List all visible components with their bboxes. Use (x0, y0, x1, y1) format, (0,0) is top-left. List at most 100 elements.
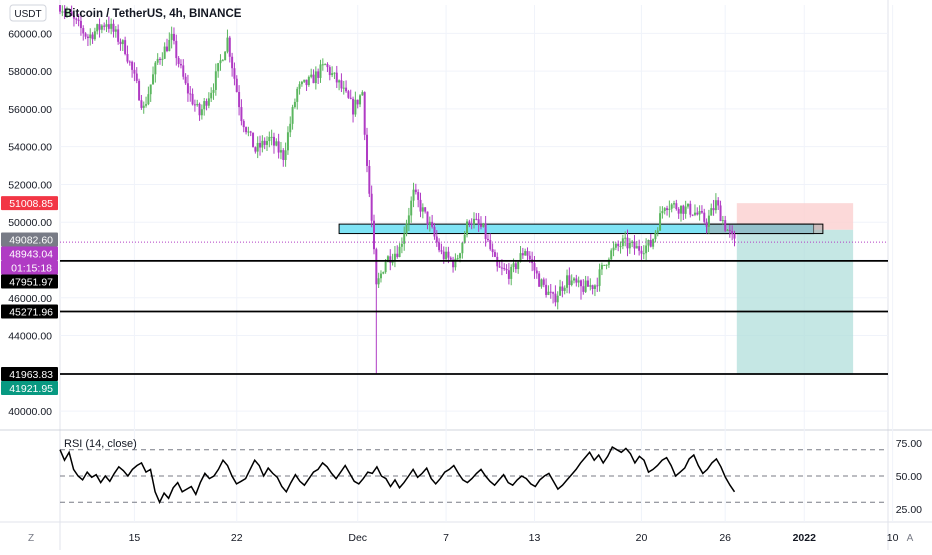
price-tick-label: 54000.00 (8, 142, 52, 154)
candle-body (686, 203, 689, 207)
candle-body (603, 264, 606, 266)
candle-body (361, 92, 364, 96)
price-tag-label: 41921.95 (9, 383, 53, 395)
candle-body (600, 264, 603, 270)
candle-body (498, 266, 501, 268)
candle-body (163, 46, 166, 59)
price-tag (1, 304, 58, 319)
candle-body (359, 95, 362, 105)
price-tick-label: 58000.00 (8, 66, 52, 78)
auto-scale-button[interactable]: A (907, 533, 914, 544)
candle-body (107, 24, 110, 29)
candle-body (233, 68, 236, 79)
candle-body (680, 205, 682, 214)
candle-body (549, 291, 552, 293)
candle-body (284, 150, 287, 160)
candle-body (368, 165, 371, 194)
time-tick-label: 10 (887, 532, 899, 544)
candle-body (517, 261, 520, 270)
candle-body (428, 221, 431, 225)
candle-body (470, 223, 473, 225)
candle-body (293, 101, 296, 108)
currency-badge[interactable]: USDT (9, 4, 47, 22)
candle-body (419, 199, 422, 212)
candle-body (114, 29, 117, 32)
candle-body (710, 208, 713, 216)
candle-body (693, 212, 696, 215)
zoom-icon: Z (28, 533, 34, 544)
candle-body (138, 80, 141, 101)
candle-body (340, 80, 343, 89)
candle-body (254, 147, 257, 152)
candle-body (691, 214, 694, 216)
candle-body (345, 87, 348, 92)
candle-body (165, 46, 168, 52)
candle-body (161, 58, 164, 60)
candle-body (312, 74, 315, 84)
candle-body (170, 33, 173, 40)
candle-body (210, 92, 213, 99)
candle-body (212, 89, 215, 93)
candle-body (396, 253, 399, 258)
candle-body (245, 127, 248, 133)
candle-body (226, 37, 229, 52)
candle-body (145, 104, 148, 106)
candle-body (524, 251, 527, 256)
candle-body (191, 93, 194, 105)
candle-body (398, 246, 401, 258)
candle-body (119, 41, 122, 45)
candle-body (596, 285, 599, 287)
candle-body (207, 98, 210, 106)
price-tag (1, 381, 58, 396)
candle-body (240, 107, 243, 122)
candle-body (452, 259, 455, 268)
candle-body (449, 257, 452, 260)
candle-body (566, 275, 569, 288)
candle-body (63, 11, 66, 13)
candle-body (540, 279, 543, 287)
candle-body (489, 240, 492, 250)
candle-body (142, 105, 145, 108)
candle-body (140, 100, 143, 108)
candle-body (89, 34, 92, 39)
rsi-line (59, 446, 736, 505)
candle-body (231, 56, 234, 69)
candle-body (389, 256, 392, 263)
candle-body (279, 150, 282, 153)
candle-body (338, 80, 341, 83)
candle-body (128, 61, 131, 63)
price-tag (1, 246, 58, 261)
candle-body (303, 79, 306, 82)
candle-body (659, 213, 662, 231)
candle-body (559, 286, 562, 296)
candle-body (342, 87, 345, 89)
entry-marker-box (706, 223, 824, 235)
candle-body (661, 211, 664, 214)
candle-body (610, 250, 613, 260)
candle-body (256, 142, 259, 152)
candle-body (298, 84, 301, 89)
candle-body (633, 241, 636, 249)
candle-body (626, 237, 629, 249)
candle-body (112, 23, 115, 32)
candle-body (331, 73, 334, 76)
candle-body (219, 60, 222, 64)
candle-body (712, 208, 715, 211)
candle-body (435, 236, 438, 243)
candle-body (463, 234, 466, 243)
candle-body (110, 23, 113, 29)
candle-body (159, 58, 162, 60)
candle-body (193, 104, 196, 106)
candle-body (573, 278, 576, 281)
candle-body (100, 25, 103, 30)
take-profit-zone (736, 229, 854, 375)
candle-body (75, 18, 78, 20)
candle-body (198, 103, 201, 116)
price-tag (1, 196, 58, 211)
candle-body (545, 284, 548, 295)
candle-body (179, 63, 182, 66)
candle-body (456, 258, 459, 260)
zoom-button[interactable]: Z (28, 533, 34, 544)
candle-body (147, 94, 150, 105)
candle-body (324, 64, 327, 66)
